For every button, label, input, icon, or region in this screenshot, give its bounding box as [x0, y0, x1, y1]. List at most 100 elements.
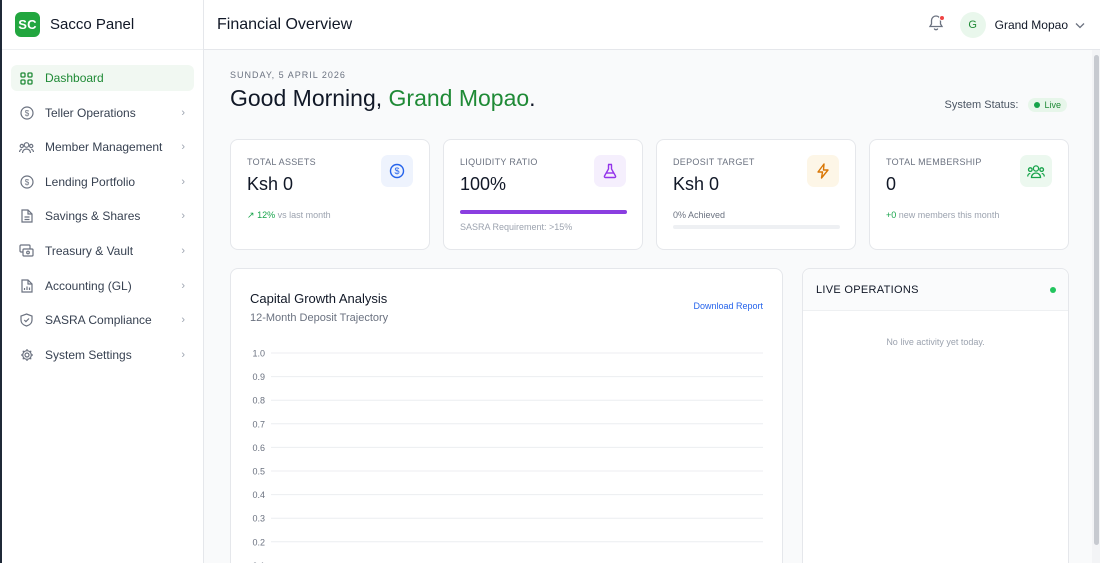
sidebar-item-label: Member Management [45, 140, 163, 155]
sidebar-item-label: Treasury & Vault [45, 243, 134, 258]
scrollbar-thumb[interactable] [1094, 55, 1099, 545]
file-chart-icon [19, 278, 34, 293]
notifications-button[interactable] [926, 14, 946, 36]
chart-title: Capital Growth Analysis [250, 291, 388, 306]
main: Financial Overview G Grand Mopao SUNDAY,… [204, 0, 1100, 563]
card-total-assets: TOTAL ASSETS Ksh 0 $ ↗ 12% vs last month [230, 139, 430, 250]
download-report-link[interactable]: Download Report [693, 301, 763, 311]
status-badge: Live [1028, 98, 1067, 112]
live-indicator-dot [1050, 287, 1056, 293]
greeting-name: Grand Mopao [388, 85, 530, 111]
capital-growth-panel: Capital Growth Analysis 12-Month Deposit… [230, 268, 783, 563]
notification-dot [938, 14, 945, 21]
y-tick-label: 0.3 [252, 514, 265, 524]
bell-icon [928, 14, 944, 36]
sidebar-item-system-settings[interactable]: System Settings › [11, 342, 194, 368]
sidebar-item-lending-portfolio[interactable]: $ Lending Portfolio › [11, 169, 194, 195]
chevron-right-icon: › [181, 279, 185, 292]
chart-plot: 1.0 0.9 0.8 0.7 0.6 0.5 0.4 0.3 0.2 0.1 [252, 349, 763, 563]
y-tick-label: 0.2 [252, 537, 265, 547]
system-status-label: System Status: [944, 99, 1019, 111]
svg-text:$: $ [394, 166, 399, 176]
chevron-right-icon: › [181, 106, 185, 119]
flask-icon [594, 155, 626, 187]
user-menu[interactable]: G Grand Mopao [959, 11, 1088, 38]
sidebar-item-label: Accounting (GL) [45, 278, 132, 293]
card-liquidity-ratio: LIQUIDITY RATIO 100% SASRA Requirement: … [443, 139, 643, 250]
date-label: SUNDAY, 5 APRIL 2026 [230, 70, 346, 80]
liquidity-progress-bar [460, 210, 627, 214]
cards-icon [19, 243, 34, 258]
card-label: DEPOSIT TARGET [673, 157, 755, 167]
sidebar-item-label: System Settings [45, 347, 132, 362]
dollar-circle-icon: $ [19, 174, 34, 189]
grid-icon [19, 71, 34, 86]
sidebar-item-savings-shares[interactable]: Savings & Shares › [11, 203, 194, 229]
lightning-icon [807, 155, 839, 187]
sidebar-item-dashboard[interactable]: Dashboard [11, 65, 194, 91]
sidebar-nav: Dashboard $ Teller Operations › Member M… [2, 50, 203, 368]
system-status: System Status: Live [944, 98, 1067, 112]
shield-icon [19, 313, 34, 328]
sidebar-item-label: SASRA Compliance [45, 313, 152, 328]
chevron-right-icon: › [181, 141, 185, 154]
sidebar-item-member-management[interactable]: Member Management › [11, 134, 194, 160]
greeting-suffix: . [529, 85, 536, 111]
dollar-circle-icon: $ [381, 155, 413, 187]
sidebar-item-sasra-compliance[interactable]: SASRA Compliance › [11, 307, 194, 333]
brand-logo[interactable]: SC [15, 12, 40, 37]
chevron-right-icon: › [181, 175, 185, 188]
sidebar-item-label: Dashboard [45, 71, 104, 85]
live-operations-panel: LIVE OPERATIONS No live activity yet tod… [802, 268, 1069, 563]
card-label: LIQUIDITY RATIO [460, 157, 538, 167]
card-trend: ↗ 12% vs last month [247, 210, 331, 221]
status-badge-label: Live [1044, 100, 1061, 110]
greeting: Good Morning, Grand Mopao. [230, 85, 1100, 112]
card-value: 0 [886, 174, 897, 194]
trend-note: vs last month [277, 210, 331, 220]
brand: SC Sacco Panel [2, 0, 203, 50]
sidebar-item-label: Teller Operations [45, 105, 136, 120]
live-dot [1034, 102, 1041, 108]
user-name: Grand Mopao [994, 17, 1068, 32]
chevron-right-icon: › [181, 314, 185, 327]
dollar-circle-icon: $ [19, 105, 34, 120]
svg-text:$: $ [24, 178, 29, 187]
live-operations-empty: No live activity yet today. [886, 337, 985, 347]
chevron-right-icon: › [181, 244, 185, 257]
page-title: Financial Overview [217, 15, 353, 33]
stat-cards: TOTAL ASSETS Ksh 0 $ ↗ 12% vs last month… [230, 139, 1069, 250]
chevron-right-icon: › [181, 210, 185, 223]
card-note: 0% Achieved [673, 210, 726, 220]
card-note: SASRA Requirement: >15% [460, 222, 573, 232]
topbar: Financial Overview G Grand Mopao [204, 0, 1100, 50]
sidebar-item-accounting-gl[interactable]: Accounting (GL) › [11, 273, 194, 299]
brand-name: Sacco Panel [50, 16, 135, 33]
sidebar-item-teller-operations[interactable]: $ Teller Operations › [11, 100, 194, 126]
scrollbar[interactable] [1092, 50, 1100, 563]
y-tick-label: 0.1 [252, 561, 265, 563]
users-icon [19, 140, 34, 155]
chart-subtitle: 12-Month Deposit Trajectory [250, 312, 389, 324]
chevron-down-icon [1075, 16, 1085, 34]
window-edge [0, 0, 2, 563]
card-total-membership: TOTAL MEMBERSHIP 0 +0 new members this m… [869, 139, 1069, 250]
card-value: Ksh 0 [247, 174, 294, 194]
sidebar: SC Sacco Panel Dashboard $ Teller Operat… [2, 0, 204, 563]
y-tick-label: 0.6 [252, 443, 265, 453]
trend-value: 12% [257, 210, 276, 220]
y-tick-label: 0.8 [252, 396, 265, 406]
delta-value: +0 [886, 210, 897, 220]
y-tick-label: 0.7 [252, 419, 265, 429]
live-operations-header: LIVE OPERATIONS [803, 269, 1068, 311]
deposit-progress-bar [673, 225, 840, 229]
document-icon [19, 209, 34, 224]
dashboard-content: SUNDAY, 5 APRIL 2026 Good Morning, Grand… [204, 50, 1100, 112]
y-tick-label: 1.0 [252, 349, 265, 359]
chevron-right-icon: › [181, 348, 185, 361]
sidebar-item-label: Savings & Shares [45, 209, 141, 224]
y-tick-label: 0.5 [252, 467, 265, 477]
sidebar-item-treasury-vault[interactable]: Treasury & Vault › [11, 238, 194, 264]
greeting-prefix: Good Morning, [230, 85, 389, 111]
